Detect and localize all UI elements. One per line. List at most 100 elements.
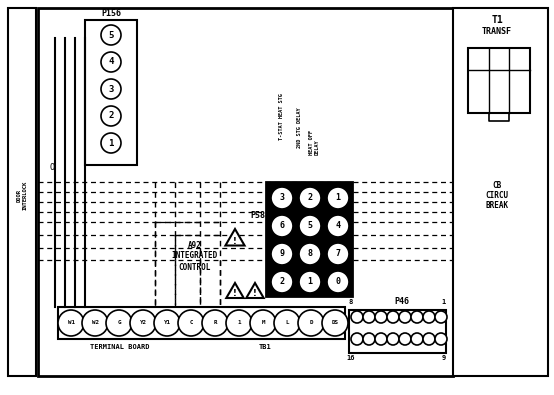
Text: 8: 8 <box>307 250 312 258</box>
Bar <box>266 182 352 296</box>
Circle shape <box>58 310 84 336</box>
Text: 16: 16 <box>347 355 355 361</box>
Text: CONTROL: CONTROL <box>179 263 211 271</box>
Text: CB: CB <box>493 181 501 190</box>
Circle shape <box>299 271 321 293</box>
Circle shape <box>351 311 363 323</box>
Text: DS: DS <box>331 320 338 325</box>
Text: G: G <box>117 320 121 325</box>
Text: 5: 5 <box>307 222 312 231</box>
Text: P58: P58 <box>250 211 265 220</box>
Circle shape <box>101 106 121 126</box>
Text: BREAK: BREAK <box>485 201 509 209</box>
Polygon shape <box>225 229 244 246</box>
Text: W2: W2 <box>91 320 99 325</box>
Text: 4: 4 <box>109 58 114 66</box>
Text: 5: 5 <box>109 30 114 40</box>
Circle shape <box>399 333 411 345</box>
Circle shape <box>423 333 435 345</box>
Text: 3: 3 <box>280 194 285 203</box>
Circle shape <box>274 310 300 336</box>
Circle shape <box>435 333 447 345</box>
Text: 7: 7 <box>336 250 341 258</box>
Circle shape <box>101 52 121 72</box>
Circle shape <box>411 311 423 323</box>
Circle shape <box>271 271 293 293</box>
Text: Y1: Y1 <box>163 320 171 325</box>
Text: W1: W1 <box>68 320 74 325</box>
Text: 2: 2 <box>295 187 300 193</box>
Circle shape <box>178 310 204 336</box>
Circle shape <box>299 215 321 237</box>
Text: T1: T1 <box>491 15 503 25</box>
Circle shape <box>298 310 324 336</box>
Text: 1: 1 <box>237 320 241 325</box>
Circle shape <box>363 333 375 345</box>
Circle shape <box>130 310 156 336</box>
Text: 1: 1 <box>278 187 283 193</box>
Circle shape <box>101 133 121 153</box>
Text: 1: 1 <box>307 278 312 286</box>
Text: 1: 1 <box>442 299 446 305</box>
Bar <box>38 8 453 376</box>
Text: TRANSF: TRANSF <box>482 28 512 36</box>
Text: TB1: TB1 <box>259 344 271 350</box>
Text: CIRCU: CIRCU <box>485 190 509 199</box>
Polygon shape <box>247 283 264 298</box>
Bar <box>453 8 548 376</box>
Text: 1: 1 <box>109 139 114 147</box>
Text: INTEGRATED: INTEGRATED <box>172 252 218 260</box>
Circle shape <box>375 311 387 323</box>
Circle shape <box>327 215 349 237</box>
Circle shape <box>250 310 276 336</box>
Circle shape <box>322 310 348 336</box>
Text: P46: P46 <box>395 297 410 307</box>
Text: !: ! <box>253 290 257 299</box>
Circle shape <box>423 311 435 323</box>
Circle shape <box>299 243 321 265</box>
Circle shape <box>327 271 349 293</box>
Text: C: C <box>189 320 193 325</box>
Bar <box>289 195 306 223</box>
Text: 6: 6 <box>280 222 285 231</box>
Circle shape <box>271 187 293 209</box>
Text: 2: 2 <box>280 278 285 286</box>
Circle shape <box>226 310 252 336</box>
Bar <box>43 155 61 180</box>
Circle shape <box>101 25 121 45</box>
Text: P156: P156 <box>101 9 121 19</box>
Bar <box>306 195 323 223</box>
Circle shape <box>101 79 121 99</box>
Text: !: ! <box>233 290 237 299</box>
Circle shape <box>271 243 293 265</box>
Bar <box>8 8 36 376</box>
Bar <box>272 195 289 223</box>
Text: T-STAT HEAT STG: T-STAT HEAT STG <box>279 93 284 140</box>
Text: 4: 4 <box>336 222 341 231</box>
Text: 3: 3 <box>109 85 114 94</box>
Bar <box>323 195 340 223</box>
Text: TERMINAL BOARD: TERMINAL BOARD <box>90 344 150 350</box>
Circle shape <box>271 215 293 237</box>
Circle shape <box>299 187 321 209</box>
Text: 1: 1 <box>336 194 341 203</box>
Text: 2: 2 <box>109 111 114 120</box>
Circle shape <box>327 243 349 265</box>
Text: L: L <box>285 320 289 325</box>
Polygon shape <box>226 283 244 298</box>
Text: 9: 9 <box>280 250 285 258</box>
Text: R: R <box>213 320 217 325</box>
Circle shape <box>411 333 423 345</box>
Circle shape <box>375 333 387 345</box>
Circle shape <box>363 311 375 323</box>
Text: 0: 0 <box>336 278 341 286</box>
Text: A92: A92 <box>188 241 202 250</box>
Text: O: O <box>49 163 54 172</box>
Text: 2ND STG DELAY: 2ND STG DELAY <box>297 107 302 148</box>
Bar <box>85 20 137 165</box>
Circle shape <box>387 333 399 345</box>
Text: 8: 8 <box>349 299 353 305</box>
Text: D: D <box>309 320 313 325</box>
Bar <box>468 48 530 113</box>
Text: 2: 2 <box>307 194 312 203</box>
